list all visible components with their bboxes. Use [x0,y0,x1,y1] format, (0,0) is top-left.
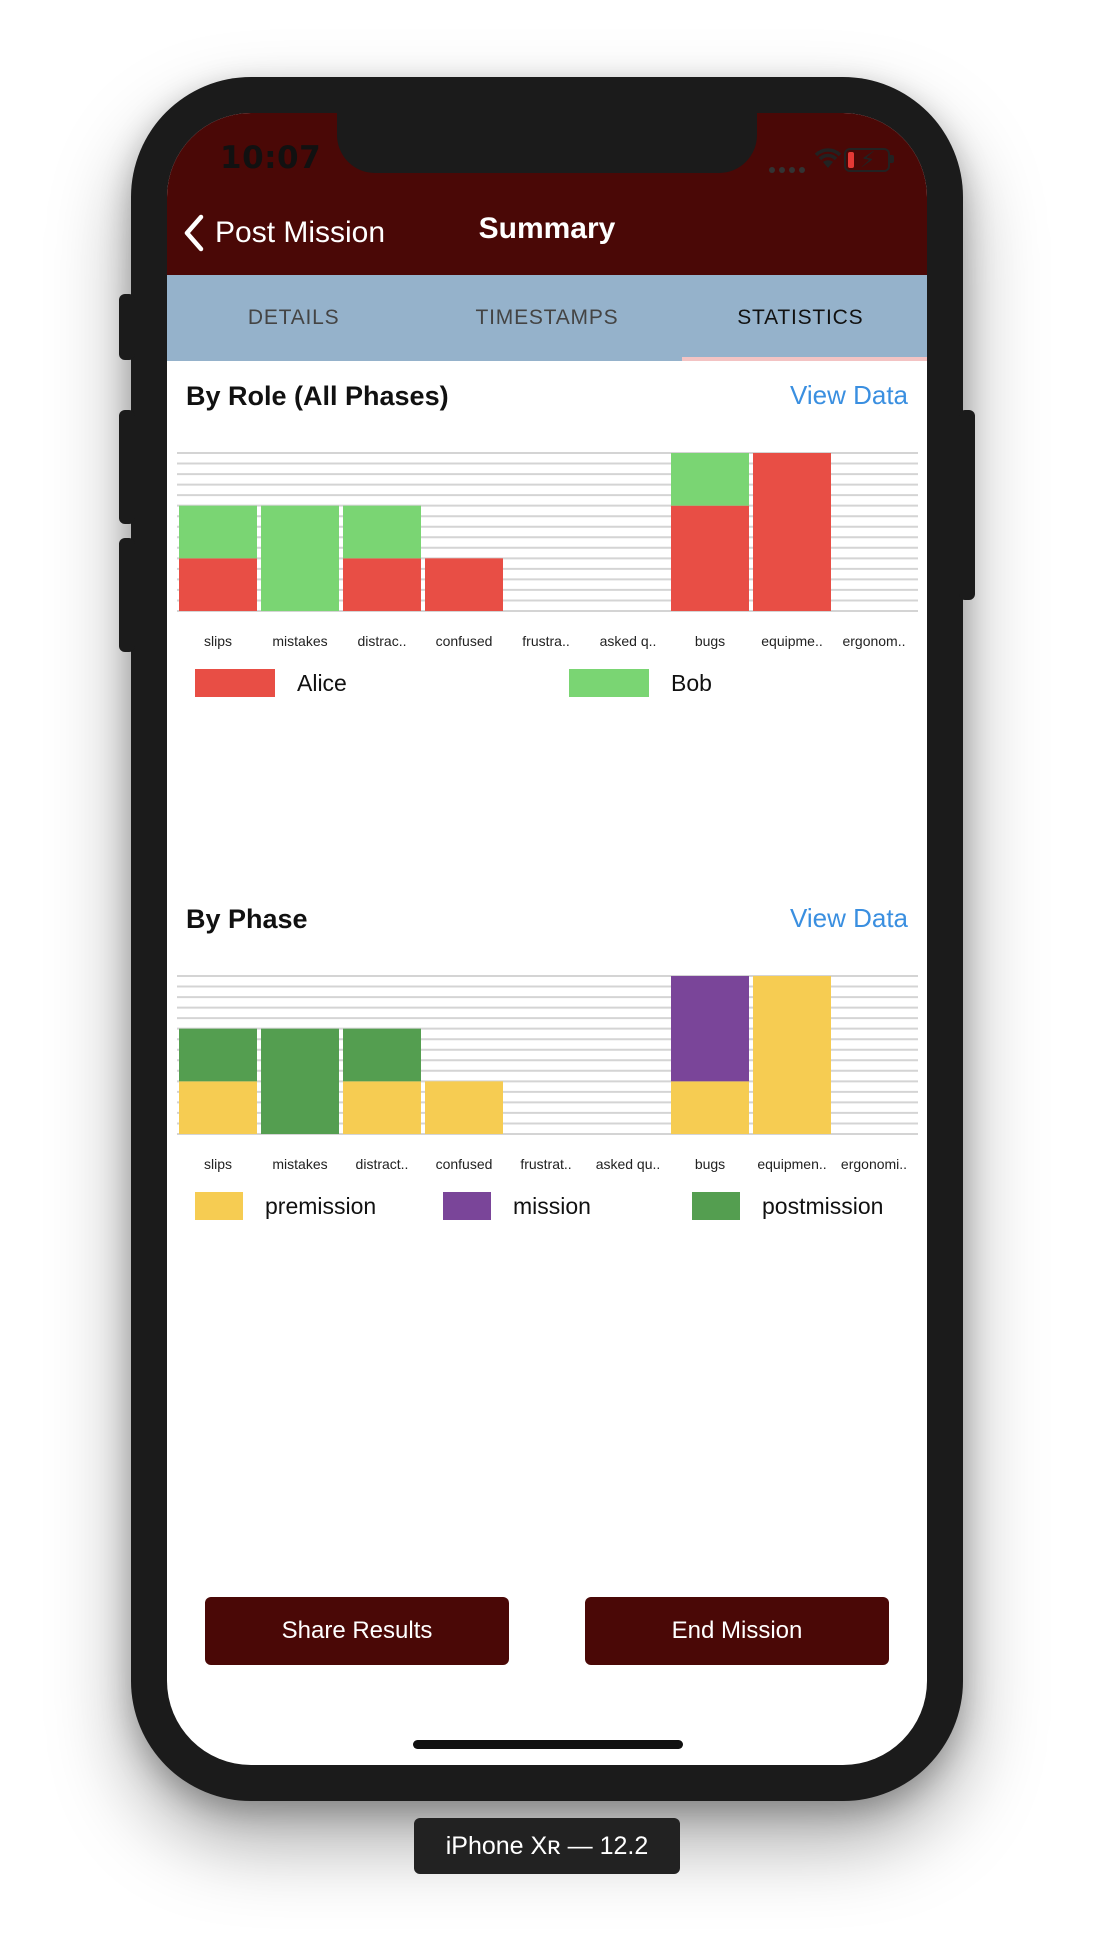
nav-header: 10:07 ⚡ Post Mission Summary [167,113,927,275]
tab-statistics[interactable]: STATISTICS [674,275,927,361]
bar-confused-alice [425,558,503,611]
role-section-title: By Role (All Phases) [186,381,449,411]
bar-slips-alice [179,558,257,611]
x-tick-label: frustra.. [522,633,569,649]
signal-icon [769,160,809,178]
legend-swatch [569,669,649,697]
bar-distrac-bob [343,505,421,559]
bar-slips-postmission [179,1028,257,1082]
legend-item-alice: Alice [195,669,347,697]
bar-bugs-premission [671,1081,749,1134]
page-title: Summary [478,212,616,245]
legend-swatch [195,1192,243,1220]
x-tick-label: ergonomi.. [841,1156,907,1172]
x-tick-label: bugs [695,1156,725,1172]
status-time: 10:07 [220,140,322,176]
legend-swatch [195,669,275,697]
back-label: Post Mission [215,216,386,249]
legend-label: Alice [297,669,347,696]
home-indicator[interactable] [413,1740,683,1749]
x-tick-label: equipme.. [761,633,822,649]
bar-slips-bob [179,505,257,559]
legend-item-premission: premission [195,1192,376,1220]
bar-distrac-alice [343,558,421,611]
legend-label: postmission [762,1192,884,1219]
x-tick-label: frustrat.. [520,1156,571,1172]
x-tick-label: confused [436,633,493,649]
tab-statistics-label: STATISTICS [737,306,864,329]
x-tick-label: distrac.. [357,633,406,649]
bar-distract-postmission [343,1028,421,1082]
x-tick-label: ergonom.. [842,633,905,649]
power-button [959,410,975,600]
x-tick-label: slips [204,633,232,649]
tab-details[interactable]: DETAILS [247,306,340,329]
legend-label: mission [513,1192,591,1219]
x-tick-label: asked q.. [600,633,657,649]
phase-section-title: By Phase [186,904,308,934]
wifi-icon [814,148,842,168]
x-tick-label: bugs [695,633,725,649]
share-results-button[interactable]: Share Results [205,1597,509,1665]
chevron-left-icon [184,214,204,252]
legend-item-bob: Bob [569,669,712,697]
bar-equipmen-premission [753,976,831,1134]
bar-confused-premission [425,1081,503,1134]
legend-label: Bob [671,669,712,696]
x-tick-label: asked qu.. [596,1156,661,1172]
legend-swatch [692,1192,740,1220]
phase-bar-chart: slips mistakes distract.. confused frustrat.… [177,975,918,1172]
x-tick-label: equipmen.. [757,1156,826,1172]
phase-view-data-link[interactable]: View Data [789,903,908,933]
silent-switch [119,294,135,360]
bar-bugs-mission [671,976,749,1082]
device-label: iPhone Xʀ — 12.2 [414,1818,680,1874]
x-tick-label: confused [436,1156,493,1172]
notch [337,113,757,173]
tab-bar: DETAILS TIMESTAMPS STATISTICS [167,275,927,361]
back-button[interactable]: Post Mission [183,209,385,257]
bar-distract-premission [343,1081,421,1134]
x-tick-label: mistakes [272,1156,327,1172]
x-tick-label: distract.. [356,1156,409,1172]
bar-mistakes-bob [261,505,339,611]
app-screen: 10:07 ⚡ Post Mission Summary DETAILS TIM… [167,113,927,1765]
legend-item-postmission: postmission [692,1192,883,1220]
bar-slips-premission [179,1081,257,1134]
legend-item-mission: mission [443,1192,591,1220]
battery-icon: ⚡ [844,147,890,172]
bar-bugs-bob [671,453,749,506]
x-tick-label: slips [204,1156,232,1172]
status-icons: ⚡ [769,146,894,176]
x-tick-label: mistakes [272,633,327,649]
active-tab-indicator [681,357,927,361]
volume-up-button [119,410,135,524]
bar-mistakes-postmission [261,1028,339,1134]
role-view-data-link[interactable]: View Data [789,380,908,410]
volume-down-button [119,538,135,652]
end-mission-button[interactable]: End Mission [585,1597,889,1665]
bar-equipme-alice [753,453,831,611]
tab-timestamps[interactable]: TIMESTAMPS [475,306,619,329]
bar-bugs-alice [671,505,749,611]
legend-swatch [443,1192,491,1220]
role-bar-chart: slips mistakes distrac.. confused frustra.. a… [177,452,918,649]
legend-label: premission [265,1192,377,1219]
